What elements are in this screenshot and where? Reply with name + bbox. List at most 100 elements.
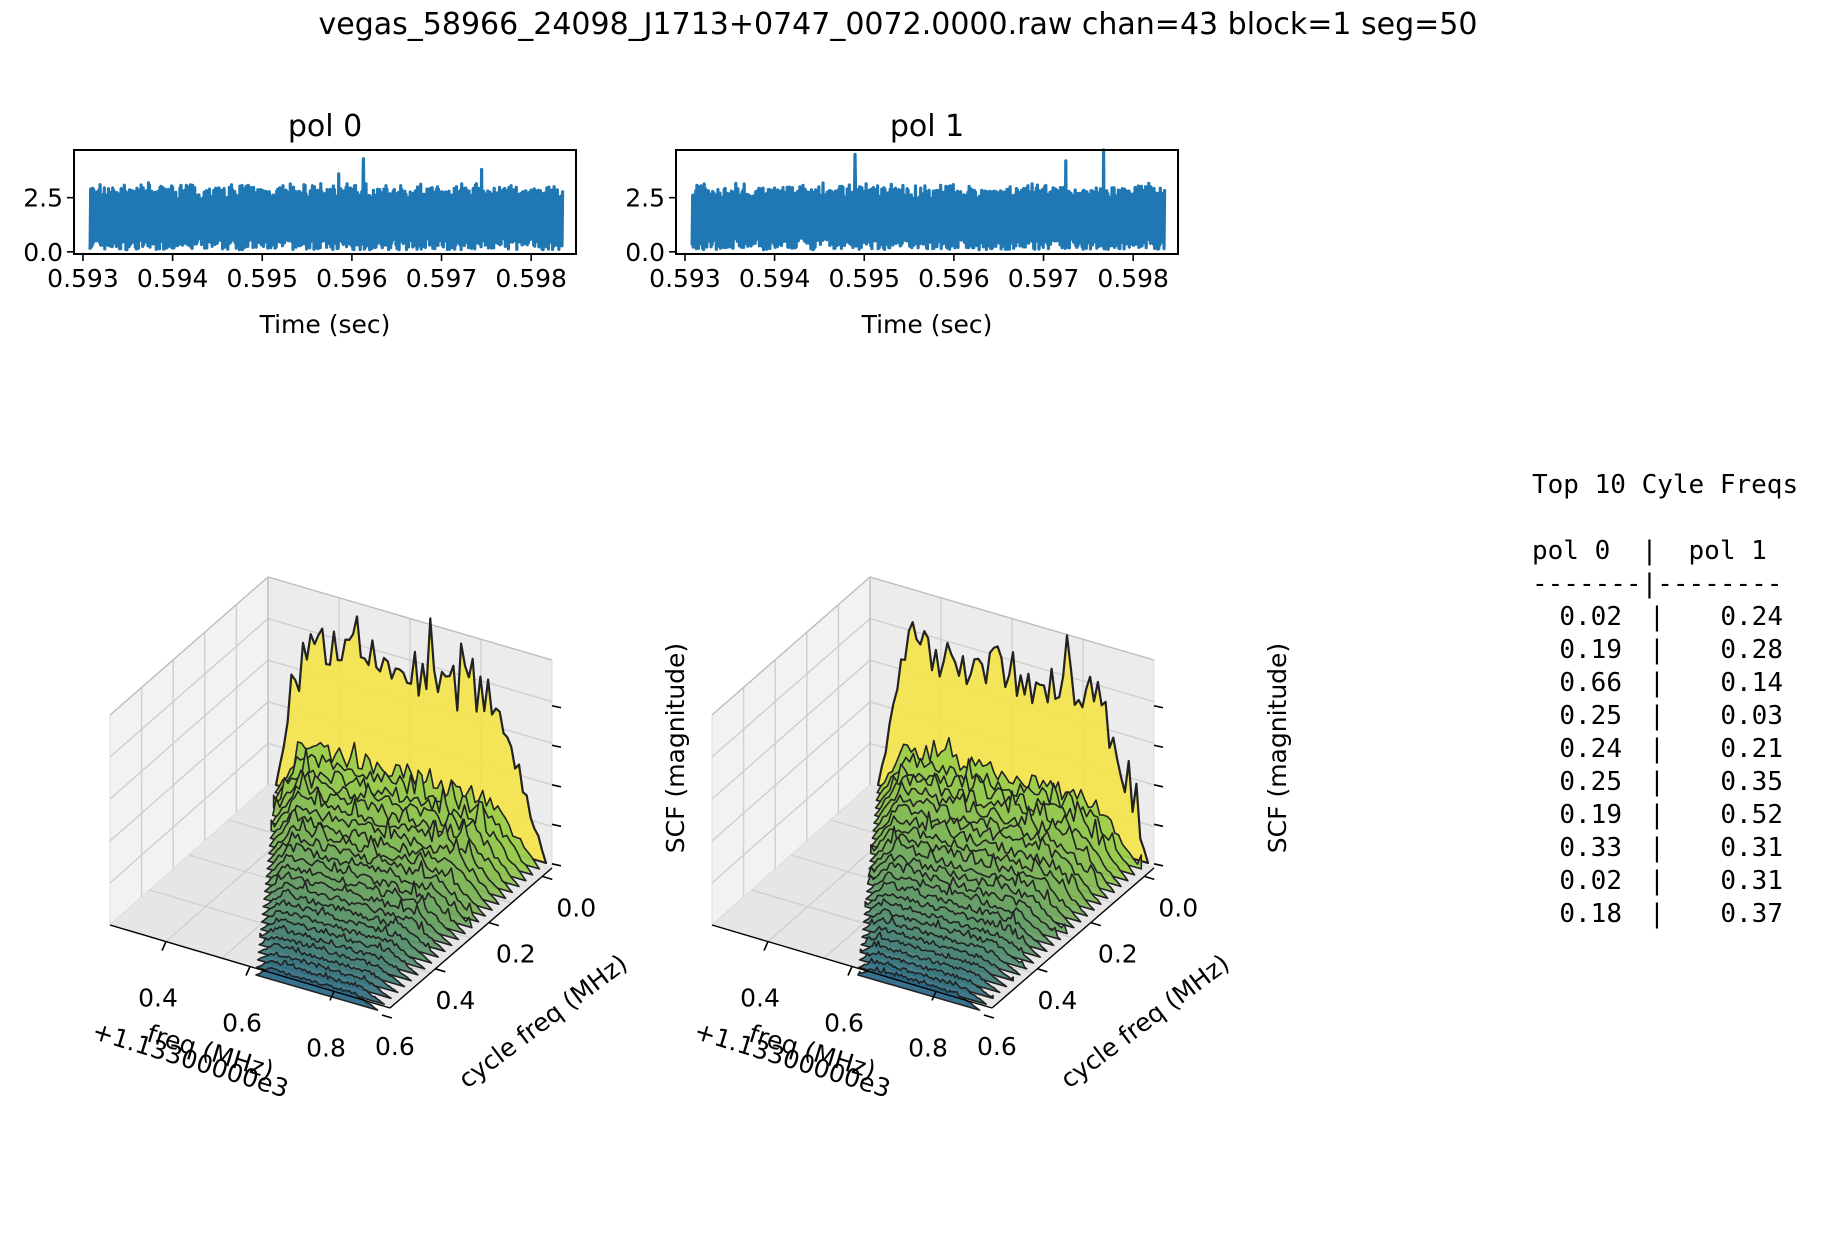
- panel-title: pol 0: [288, 109, 362, 144]
- table-cell-pol0: 0.24: [1559, 734, 1622, 764]
- table-cell-pol0: 0.19: [1559, 800, 1622, 830]
- grid-line: [109, 742, 269, 884]
- z-tick-mark: [551, 704, 562, 709]
- table-cell-pol1: 0.37: [1720, 899, 1783, 929]
- grid-line: [109, 618, 269, 758]
- x-tick-label: 0.593: [649, 264, 721, 293]
- z-tick-mark: [1153, 704, 1164, 709]
- y-tick-mark: [381, 1014, 393, 1019]
- x-tick-label: 0.595: [226, 264, 298, 293]
- table-col-separator: |: [1649, 833, 1665, 863]
- x-tick-label: 0.6: [222, 1009, 262, 1038]
- grid-line: [711, 618, 871, 758]
- grid-line: [109, 701, 269, 842]
- z-tick-mark: [1153, 823, 1164, 828]
- x-tick-label: 0.597: [406, 264, 478, 293]
- table-cell-pol1: 0.52: [1720, 800, 1783, 830]
- x-tick-mark: [161, 941, 167, 951]
- y-tick-mark: [435, 968, 446, 973]
- table-cell-pol1: 0.31: [1720, 833, 1783, 863]
- x-tick-mark: [329, 991, 335, 1001]
- x-tick-label: 0.593: [47, 264, 119, 293]
- z-axis-label: SCF (magnitude): [661, 643, 690, 853]
- table-col-separator: |: [1649, 800, 1665, 830]
- x-axis-label: Time (sec): [861, 310, 993, 339]
- y-tick-label: 0.2: [496, 940, 536, 969]
- y-tick-label: 0.0: [1158, 893, 1198, 922]
- y-tick-mark: [983, 1014, 995, 1019]
- top-cycle-freqs-table: Top 10 Cyle Freqs pol 0 | pol 1 -------|…: [1532, 470, 1798, 929]
- z-tick-mark: [551, 863, 562, 867]
- y-tick-label: 0.0: [556, 893, 596, 922]
- x-tick-mark: [931, 991, 937, 1001]
- z-tick-mark: [1153, 744, 1164, 749]
- y-tick-label: 0.2: [1098, 940, 1138, 969]
- table-col-separator: |: [1649, 602, 1665, 632]
- table-cell-pol1: 0.14: [1720, 668, 1783, 698]
- x-tick-label: 0.8: [306, 1033, 346, 1062]
- table-cell-pol0: 0.66: [1559, 668, 1622, 698]
- grid-line: [267, 617, 553, 703]
- y-axis-label: cycle freq (MHz): [453, 948, 633, 1094]
- x-tick-label: 0.594: [739, 264, 811, 293]
- table-col-separator: |: [1649, 866, 1665, 896]
- grid-line: [109, 659, 269, 800]
- table-cell-pol0: 0.18: [1559, 899, 1622, 929]
- x-tick-label: 0.4: [138, 984, 178, 1013]
- y-tick-label: 0.6: [375, 1032, 415, 1061]
- table-cell-pol1: 0.21: [1720, 734, 1783, 764]
- grid-line: [711, 742, 871, 884]
- y-tick-label: 0.4: [1037, 986, 1077, 1015]
- grid-line: [711, 701, 871, 842]
- x-tick-label: 0.4: [740, 984, 780, 1013]
- y-axis-line: [389, 867, 553, 1009]
- table-cell-pol0: 0.33: [1559, 833, 1622, 863]
- y-tick-mark: [488, 921, 500, 927]
- table-separator: -------|--------: [1532, 569, 1782, 599]
- y-axis-label: cycle freq (MHz): [1055, 948, 1235, 1094]
- table-col-separator: |: [1649, 635, 1665, 665]
- pol0-timeseries-panel: pol 0 0.593 0.594 0.595 0.596 0.597 0.598 0.0 2.…: [23, 109, 577, 339]
- figure-title: vegas_58966_24098_J1713+0747_0072.0000.r…: [319, 7, 1478, 42]
- table-cell-pol1: 0.03: [1720, 701, 1783, 731]
- y-tick-mark: [1144, 875, 1155, 881]
- x-tick-mark: [763, 941, 769, 951]
- x-tick-mark: [847, 966, 853, 976]
- table-col-separator: |: [1649, 701, 1665, 731]
- z-tick-mark: [1153, 863, 1164, 867]
- z-axis-label: SCF (magnitude): [1263, 643, 1292, 853]
- x-axis-label: Time (sec): [259, 310, 391, 339]
- y-tick-label: 2.5: [625, 184, 665, 213]
- table-col-separator: |: [1649, 899, 1665, 929]
- y-tick-label: 0.6: [977, 1032, 1017, 1061]
- z-tick-mark: [551, 744, 562, 749]
- table-cell-pol0: 0.19: [1559, 635, 1622, 665]
- scf-ridge: [255, 966, 379, 1011]
- series-line: [690, 148, 1167, 252]
- x-tick-label: 0.594: [137, 264, 209, 293]
- table-col-separator: |: [1649, 734, 1665, 764]
- x-tick-label: 0.598: [1097, 264, 1169, 293]
- table-cell-pol0: 0.25: [1559, 767, 1622, 797]
- y-tick-mark: [542, 875, 553, 881]
- table-cell-pol0: 0.02: [1559, 602, 1622, 632]
- z-tick-mark: [551, 784, 562, 788]
- pol1-timeseries-panel: pol 1 0.593 0.594 0.595 0.596 0.597 0.598 0.0 2.…: [625, 109, 1179, 339]
- table-col-separator: |: [1649, 668, 1665, 698]
- x-tick-label: 0.598: [495, 264, 567, 293]
- panel-title: pol 1: [890, 109, 964, 144]
- table-cell-pol1: 0.35: [1720, 767, 1783, 797]
- grid-line: [711, 659, 871, 800]
- table-cell-pol1: 0.28: [1720, 635, 1783, 665]
- x-tick-mark: [245, 966, 251, 976]
- x-tick-label: 0.8: [908, 1033, 948, 1062]
- x-tick-label: 0.596: [918, 264, 990, 293]
- table-cell-pol0: 0.02: [1559, 866, 1622, 896]
- table-cell-pol0: 0.25: [1559, 701, 1622, 731]
- y-tick-mark: [1090, 921, 1102, 927]
- table-cell-pol1: 0.24: [1720, 602, 1783, 632]
- y-tick-label: 2.5: [23, 184, 63, 213]
- x-tick-label: 0.6: [824, 1009, 864, 1038]
